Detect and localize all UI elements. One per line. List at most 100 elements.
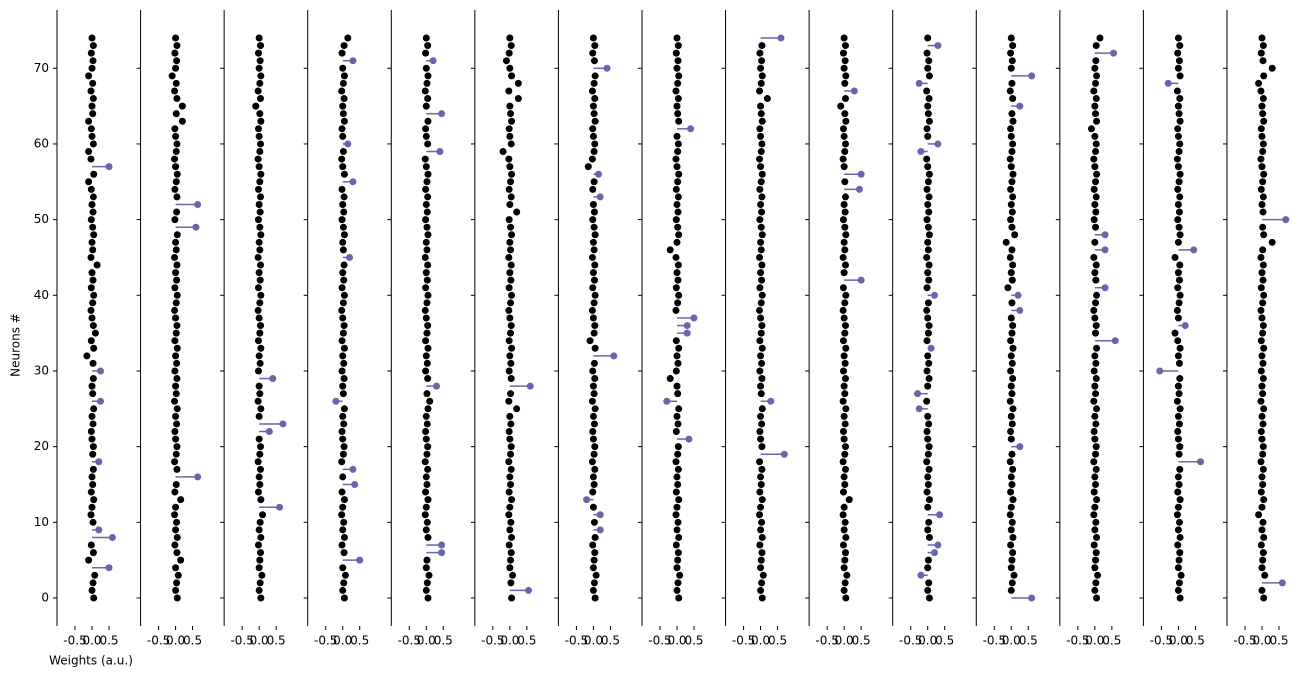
point [1175, 110, 1183, 118]
highlighted-point [356, 556, 364, 564]
point [340, 549, 348, 557]
point [924, 435, 932, 443]
highlighted-point [767, 397, 775, 405]
point [840, 352, 848, 360]
point [590, 246, 598, 254]
point [1174, 49, 1182, 57]
point [1090, 185, 1098, 193]
point [1174, 526, 1182, 534]
point [673, 473, 681, 481]
point [673, 269, 681, 277]
point [591, 344, 599, 352]
point [1004, 284, 1012, 292]
point [763, 95, 771, 103]
point [674, 95, 682, 103]
point [254, 458, 262, 466]
point [589, 185, 597, 193]
point [589, 49, 597, 57]
point [172, 382, 180, 390]
point [672, 185, 680, 193]
point [757, 412, 765, 420]
point [589, 216, 597, 224]
point [1257, 541, 1265, 549]
point [1007, 473, 1015, 481]
point [339, 412, 347, 420]
point [505, 488, 513, 496]
point [338, 125, 346, 133]
point [1090, 367, 1098, 375]
point [513, 405, 521, 413]
x-tick-label: -0.5 [314, 634, 337, 648]
point [590, 110, 598, 118]
point [1176, 42, 1184, 50]
point [672, 284, 680, 292]
point [1174, 284, 1182, 292]
point [423, 329, 431, 337]
point [1257, 284, 1265, 292]
point [1090, 397, 1098, 405]
point [674, 208, 682, 216]
highlighted-point [276, 503, 284, 511]
point [256, 276, 264, 284]
point [423, 79, 431, 87]
point [171, 458, 179, 466]
point [757, 480, 765, 488]
point [421, 87, 429, 95]
point [841, 140, 849, 148]
point [508, 170, 516, 178]
point [839, 458, 847, 466]
point [87, 253, 95, 261]
x-tick-label: 0.0 [835, 634, 854, 648]
point [584, 163, 592, 171]
point [924, 556, 932, 564]
x-tick-label: -0.5 [1233, 634, 1256, 648]
point [338, 306, 346, 314]
point [254, 397, 262, 405]
point [507, 193, 515, 201]
point [507, 420, 515, 428]
point [1008, 246, 1016, 254]
x-tick-label: -0.5 [63, 634, 86, 648]
point [257, 496, 265, 504]
point [1257, 488, 1265, 496]
point [171, 216, 179, 224]
point [171, 337, 179, 345]
x-tick-label: 0.5 [852, 634, 871, 648]
point [589, 269, 597, 277]
point [1090, 216, 1098, 224]
point [589, 473, 597, 481]
highlighted-point [917, 148, 925, 156]
point [1176, 375, 1184, 383]
point [590, 359, 598, 367]
point [1091, 269, 1099, 277]
point [1092, 299, 1100, 307]
point [257, 549, 265, 557]
point [845, 496, 853, 504]
point [1007, 503, 1015, 511]
point [1268, 64, 1276, 72]
point [757, 148, 765, 156]
point [1259, 110, 1267, 118]
point [171, 284, 179, 292]
point [91, 329, 99, 337]
point [924, 102, 932, 110]
highlighted-point [690, 314, 698, 322]
point [173, 231, 181, 239]
point [339, 148, 347, 156]
point [1009, 193, 1017, 201]
point [1091, 352, 1099, 360]
y-tick-label: 50 [34, 212, 49, 226]
point [87, 87, 95, 95]
point [422, 163, 430, 171]
point [1174, 163, 1182, 171]
point [590, 480, 598, 488]
point [590, 223, 598, 231]
point [589, 238, 597, 246]
point [1091, 435, 1099, 443]
point [1176, 170, 1184, 178]
point [508, 117, 516, 125]
point [1255, 79, 1263, 87]
point [1092, 518, 1100, 526]
point [756, 185, 764, 193]
point [257, 140, 265, 148]
